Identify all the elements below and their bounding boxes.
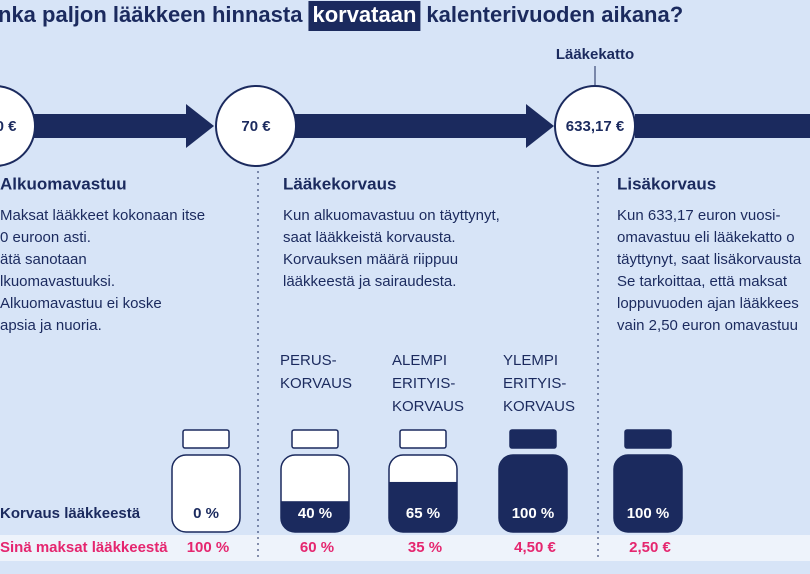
column-text: lkuomavastuuksi. xyxy=(0,273,115,290)
arrow-head xyxy=(186,104,214,148)
title: nka paljon lääkkeen hinnasta xyxy=(0,2,303,27)
pay-value: 2,50 € xyxy=(629,539,671,556)
column-text: Kun 633,17 euron vuosi- xyxy=(617,207,780,224)
title-highlight: korvataan xyxy=(312,2,416,27)
column-text: Maksat lääkkeet kokonaan itse xyxy=(0,207,205,224)
arrow xyxy=(295,114,530,138)
column-text: Se tarkoittaa, että maksat xyxy=(617,273,788,290)
bottle-title: PERUS- xyxy=(280,352,337,369)
coverage-value: 65 % xyxy=(406,505,440,522)
column-text: 0 euroon asti. xyxy=(0,229,91,246)
arrow-head xyxy=(526,104,554,148)
bottle-title: ERITYIS- xyxy=(503,375,566,392)
circle-label: 0 € xyxy=(0,118,17,135)
circle-label: 70 € xyxy=(241,118,271,135)
circle xyxy=(215,85,297,167)
bottle-title: KORVAUS xyxy=(280,375,352,392)
bottle-title: KORVAUS xyxy=(503,398,575,415)
column-heading: Alkuomavastuu xyxy=(0,174,127,193)
bottle-cap xyxy=(624,429,672,449)
bottle-cap xyxy=(291,429,339,449)
arrow xyxy=(30,114,190,138)
bottle-fill xyxy=(281,501,349,532)
bottle-fill xyxy=(389,481,457,532)
column-text: apsia ja nuoria. xyxy=(0,317,102,334)
column-text: lääkkeestä ja sairaudesta. xyxy=(283,273,456,290)
column-text: saat lääkkeistä korvausta. xyxy=(283,229,456,246)
coverage-value: 100 % xyxy=(512,505,555,522)
highlight-box xyxy=(308,1,421,31)
circle xyxy=(554,85,636,167)
coverage-label: Korvaus lääkkeestä xyxy=(0,505,141,522)
bottle-cap xyxy=(509,429,557,449)
column-heading: Lääkekorvaus xyxy=(283,174,396,193)
pay-value: 35 % xyxy=(408,539,442,556)
bottle-cap xyxy=(182,429,230,449)
arrow xyxy=(635,114,810,138)
pay-value: 4,50 € xyxy=(514,539,556,556)
pay-band xyxy=(0,535,810,561)
column-text: täyttynyt, saat lisäkorvausta xyxy=(617,251,802,268)
column-text: Alkuomavastuu ei koske xyxy=(0,295,162,312)
column-text: loppuvuoden ajan lääkkees xyxy=(617,295,799,312)
pay-value: 100 % xyxy=(187,539,230,556)
bottle-title: ALEMPI xyxy=(392,352,447,369)
pay-value: 60 % xyxy=(300,539,334,556)
ceiling-label: Lääkekatto xyxy=(556,46,634,63)
column-text: omavastuu eli lääkekatto o xyxy=(617,229,795,246)
bottle-fill xyxy=(499,455,567,532)
pay-label: Sinä maksat lääkkeestä xyxy=(0,539,168,556)
bottle-title: KORVAUS xyxy=(392,398,464,415)
bottle-fill xyxy=(614,455,682,532)
bottle-title: YLEMPI xyxy=(503,352,558,369)
column-text: Kun alkuomavastuu on täyttynyt, xyxy=(283,207,500,224)
circle xyxy=(0,85,36,167)
bottle-body xyxy=(171,454,241,533)
column-text: Korvauksen määrä riippuu xyxy=(283,251,458,268)
circle-label: 633,17 € xyxy=(566,118,625,135)
bottle-title: ERITYIS- xyxy=(392,375,455,392)
coverage-value: 40 % xyxy=(298,505,332,522)
column-heading: Lisäkorvaus xyxy=(617,174,716,193)
bottle-cap xyxy=(399,429,447,449)
coverage-value: 0 % xyxy=(193,505,219,522)
coverage-value: 100 % xyxy=(627,505,670,522)
title: kalenterivuoden aikana? xyxy=(426,2,683,27)
column-text: vain 2,50 euron omavastuu xyxy=(617,317,798,334)
column-text: ätä sanotaan xyxy=(0,251,87,268)
